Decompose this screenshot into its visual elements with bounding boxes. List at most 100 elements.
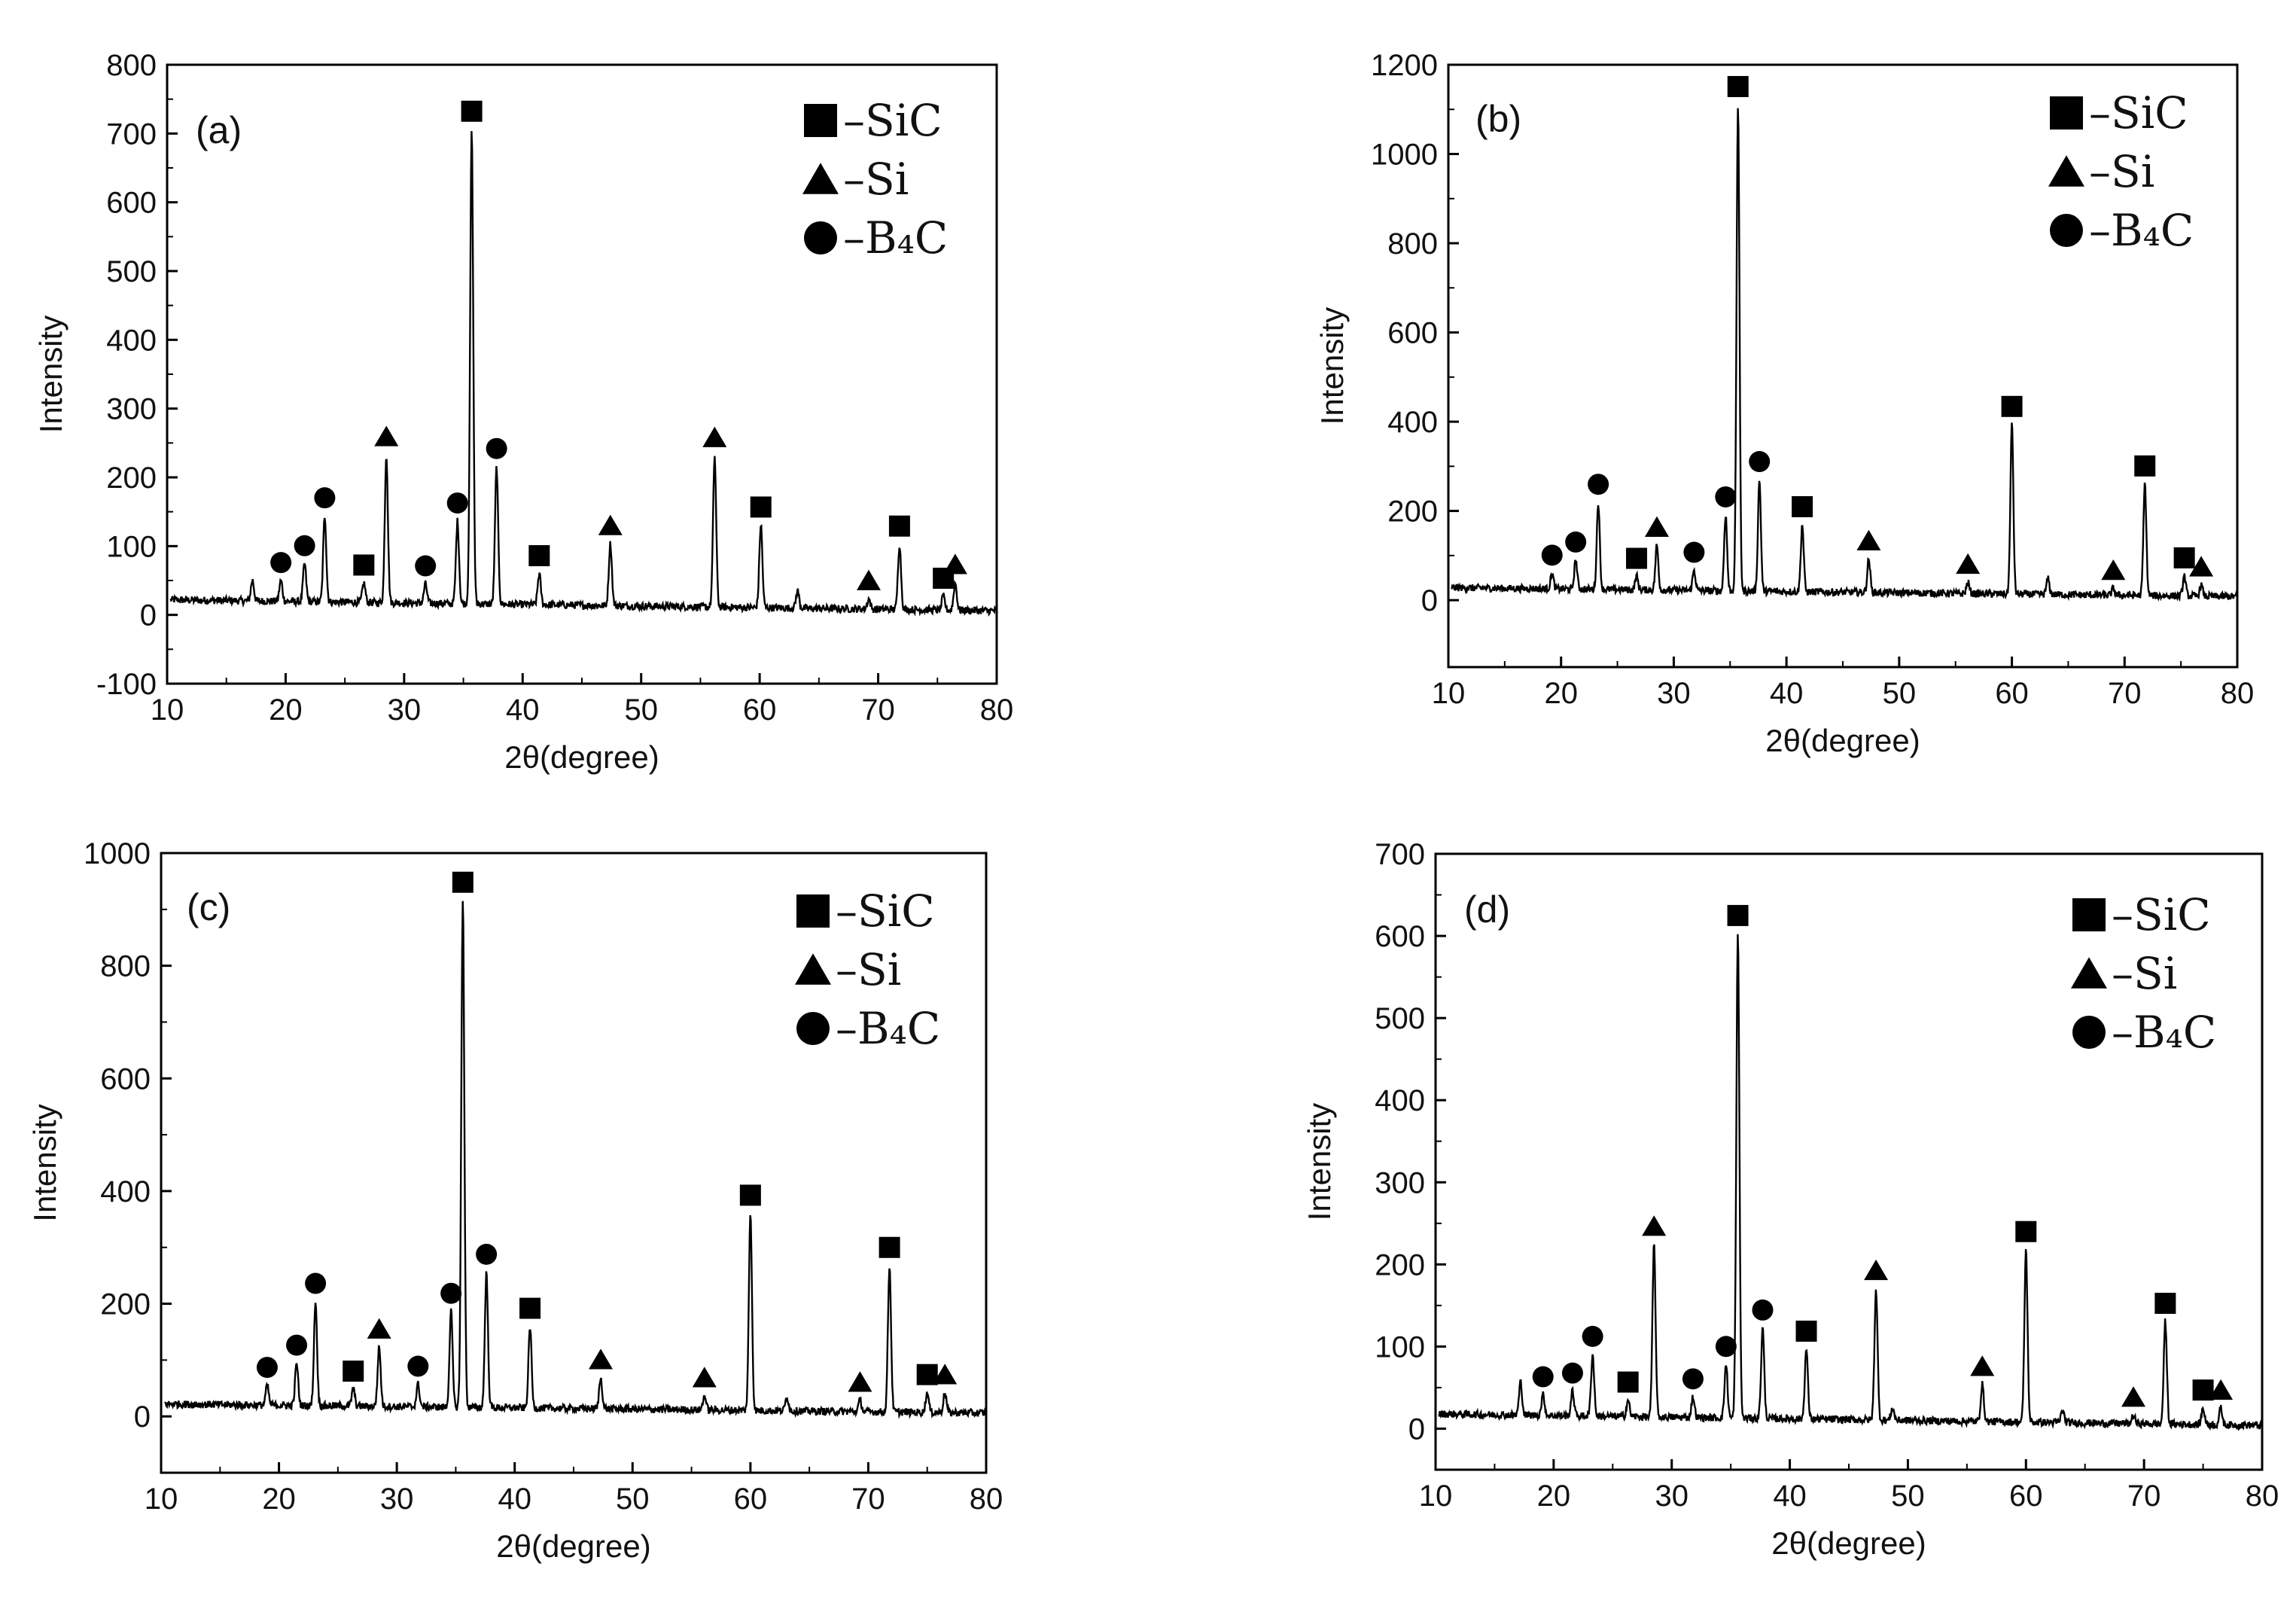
sic-peak-marker bbox=[1727, 904, 1749, 926]
sic-peak-marker bbox=[1617, 1371, 1639, 1393]
x-tick-label: 30 bbox=[1657, 677, 1691, 710]
b4c-peak-marker bbox=[256, 1357, 278, 1379]
b4c-peak-marker bbox=[1752, 1299, 1774, 1321]
sic-peak-marker bbox=[452, 871, 474, 893]
xrd-panel-a: 10 20 30 40 50 60 70 80 -100 0 100 200 300 400 500 600 7… bbox=[33, 49, 1013, 775]
legend-square-symbol bbox=[2050, 96, 2083, 130]
si-peak-marker bbox=[1856, 529, 1881, 550]
x-tick-label: 60 bbox=[2009, 1480, 2043, 1513]
legend-label: –B₄C bbox=[2112, 1007, 2216, 1058]
sic-peak-marker bbox=[353, 554, 375, 576]
y-tick-label: 0 bbox=[140, 599, 157, 632]
si-peak-marker bbox=[598, 514, 623, 535]
x-tick-label: 70 bbox=[851, 1483, 885, 1516]
b4c-peak-marker bbox=[1715, 486, 1737, 507]
sic-peak-marker bbox=[1727, 75, 1749, 97]
si-peak-marker bbox=[2209, 1379, 2234, 1400]
panel-label: (c) bbox=[187, 886, 230, 928]
y-tick-label: 400 bbox=[1375, 1084, 1425, 1117]
y-axis-title: Intensity bbox=[33, 315, 69, 433]
legend-circle-symbol bbox=[2050, 214, 2083, 247]
b4c-peak-marker bbox=[1582, 1325, 1603, 1347]
y-tick-label: 300 bbox=[106, 393, 157, 426]
y-tick-label: 1000 bbox=[84, 837, 151, 870]
y-tick-label: 1200 bbox=[1371, 49, 1438, 82]
legend-circle-symbol bbox=[2072, 1016, 2106, 1049]
legend-triangle-symbol bbox=[802, 163, 839, 194]
y-tick-label: 400 bbox=[1387, 406, 1438, 439]
sic-peak-marker bbox=[2001, 395, 2023, 417]
x-tick-label: 10 bbox=[145, 1483, 178, 1516]
si-peak-marker bbox=[1970, 1355, 1995, 1376]
x-tick-label: 80 bbox=[2221, 677, 2255, 710]
sic-peak-marker bbox=[2134, 455, 2156, 477]
x-tick-label: 50 bbox=[616, 1483, 650, 1516]
legend-label: –B₄C bbox=[2089, 205, 2194, 256]
legend-label: –SiC bbox=[843, 95, 942, 146]
sic-peak-marker bbox=[528, 545, 550, 567]
legend-triangle-symbol bbox=[2071, 957, 2107, 989]
xrd-pattern-line bbox=[169, 131, 997, 617]
y-tick-label: 800 bbox=[100, 950, 151, 983]
y-tick-label: 100 bbox=[106, 530, 157, 563]
x-axis-title: 2θ(degree) bbox=[504, 739, 659, 775]
y-axis-title: Intensity bbox=[1302, 1103, 1337, 1220]
legend-square-symbol bbox=[2072, 898, 2106, 931]
b4c-peak-marker bbox=[446, 492, 468, 514]
y-tick-label: 600 bbox=[1387, 317, 1438, 350]
si-peak-marker bbox=[692, 1367, 717, 1388]
x-tick-label: 80 bbox=[980, 693, 1014, 727]
legend-square-symbol bbox=[796, 894, 830, 928]
y-tick-label: 0 bbox=[134, 1400, 151, 1434]
sic-peak-marker bbox=[916, 1364, 938, 1385]
b4c-peak-marker bbox=[1561, 1362, 1583, 1384]
b4c-peak-marker bbox=[476, 1243, 498, 1265]
si-peak-marker bbox=[374, 425, 399, 446]
b4c-peak-marker bbox=[305, 1272, 327, 1294]
si-peak-marker bbox=[1864, 1259, 1889, 1281]
si-peak-marker bbox=[933, 1364, 958, 1385]
legend-triangle-symbol bbox=[2048, 155, 2084, 187]
sic-peak-marker bbox=[461, 100, 483, 122]
panel-label: (b) bbox=[1475, 98, 1521, 140]
b4c-peak-marker bbox=[1682, 1368, 1704, 1390]
sic-peak-marker bbox=[879, 1236, 900, 1258]
x-tick-label: 70 bbox=[861, 693, 895, 727]
b4c-peak-marker bbox=[1588, 474, 1609, 495]
x-tick-label: 40 bbox=[506, 693, 540, 727]
legend-square-symbol bbox=[804, 104, 837, 137]
b4c-peak-marker bbox=[486, 437, 507, 459]
si-peak-marker bbox=[2189, 556, 2214, 577]
x-tick-label: 80 bbox=[970, 1483, 1003, 1516]
y-axis-title: Intensity bbox=[27, 1104, 62, 1221]
y-tick-label: 100 bbox=[1375, 1330, 1425, 1364]
y-tick-label: 200 bbox=[100, 1288, 151, 1321]
xrd-pattern-line bbox=[164, 901, 988, 1419]
x-axis-title: 2θ(degree) bbox=[496, 1528, 650, 1564]
y-tick-label: 400 bbox=[100, 1175, 151, 1208]
legend-label: –SiC bbox=[2112, 889, 2211, 940]
si-peak-marker bbox=[856, 569, 881, 590]
x-tick-label: 40 bbox=[498, 1483, 531, 1516]
x-tick-label: 20 bbox=[1544, 677, 1578, 710]
x-tick-label: 30 bbox=[380, 1483, 414, 1516]
sic-peak-marker bbox=[2015, 1220, 2037, 1242]
b4c-peak-marker bbox=[1683, 541, 1705, 563]
x-tick-label: 30 bbox=[1655, 1480, 1689, 1513]
b4c-peak-marker bbox=[415, 555, 437, 577]
y-tick-label: 200 bbox=[1375, 1248, 1425, 1281]
x-tick-label: 60 bbox=[734, 1483, 768, 1516]
sic-peak-marker bbox=[519, 1297, 541, 1319]
x-tick-label: 20 bbox=[262, 1483, 296, 1516]
legend-circle-symbol bbox=[796, 1012, 830, 1045]
x-tick-label: 50 bbox=[624, 693, 658, 727]
sic-peak-marker bbox=[2192, 1379, 2214, 1401]
xrd-pattern-line bbox=[1438, 934, 2263, 1431]
sic-peak-marker bbox=[1795, 1320, 1817, 1342]
sic-peak-marker bbox=[343, 1361, 364, 1382]
legend-label: –B₄C bbox=[836, 1003, 940, 1054]
legend-label: –SiC bbox=[836, 885, 935, 937]
x-tick-label: 40 bbox=[1770, 677, 1804, 710]
y-axis-title: Intensity bbox=[1314, 307, 1350, 425]
b4c-peak-marker bbox=[1532, 1366, 1554, 1388]
